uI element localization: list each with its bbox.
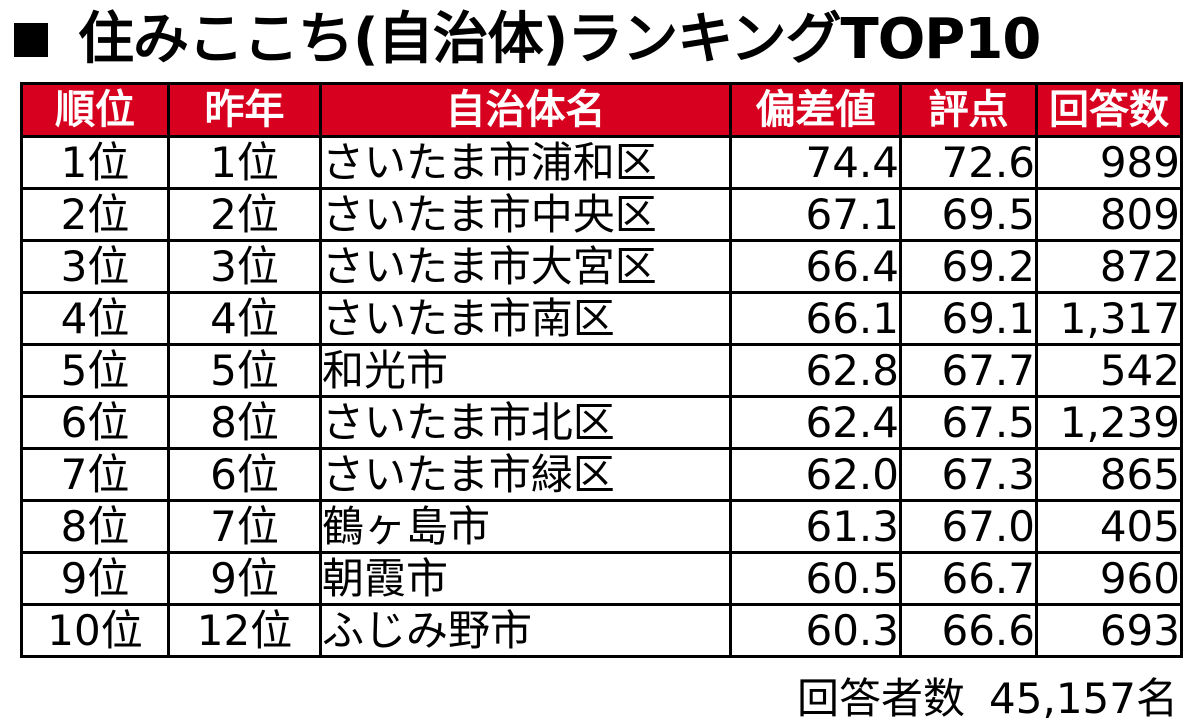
cell-municipality: さいたま市中央区 bbox=[319, 187, 732, 242]
cell-rank: 6位 bbox=[20, 395, 170, 450]
respondent-count-label: 回答者数 bbox=[797, 674, 966, 723]
cell-rank: 5位 bbox=[20, 343, 170, 398]
cell-last-year: 1位 bbox=[167, 135, 322, 190]
table-row: 6位 8位 さいたま市北区 62.4 67.5 1,239 bbox=[20, 395, 1183, 450]
cell-score: 67.5 bbox=[899, 395, 1038, 450]
table-row: 3位 3位 さいたま市大宮区 66.4 69.2 872 bbox=[20, 239, 1183, 294]
cell-rank: 10位 bbox=[20, 603, 170, 658]
table-row: 10位 12位 ふじみ野市 60.3 66.6 693 bbox=[20, 603, 1183, 658]
cell-deviation: 67.1 bbox=[729, 187, 902, 242]
cell-deviation: 62.0 bbox=[729, 447, 902, 502]
cell-municipality: さいたま市南区 bbox=[319, 291, 732, 346]
cell-score: 69.5 bbox=[899, 187, 1038, 242]
header-score: 評点 bbox=[899, 82, 1038, 138]
cell-municipality: さいたま市浦和区 bbox=[319, 135, 732, 190]
header-municipality: 自治体名 bbox=[319, 82, 732, 138]
cell-deviation: 61.3 bbox=[729, 499, 902, 554]
cell-rank: 8位 bbox=[20, 499, 170, 554]
cell-last-year: 7位 bbox=[167, 499, 322, 554]
cell-responses: 989 bbox=[1035, 135, 1183, 190]
cell-municipality: ふじみ野市 bbox=[319, 603, 732, 658]
cell-last-year: 2位 bbox=[167, 187, 322, 242]
cell-responses: 1,317 bbox=[1035, 291, 1183, 346]
cell-responses: 960 bbox=[1035, 551, 1183, 606]
title-text: 住みここち(自治体)ランキングTOP10 bbox=[78, 7, 1041, 72]
cell-rank: 3位 bbox=[20, 239, 170, 294]
header-rank: 順位 bbox=[20, 82, 170, 138]
cell-municipality: さいたま市大宮区 bbox=[319, 239, 732, 294]
page-title: 住みここち(自治体)ランキングTOP10 bbox=[14, 4, 1041, 76]
table-body: 1位 1位 さいたま市浦和区 74.4 72.6 989 2位 2位 さいたま市中央区 67.1 6… bbox=[20, 135, 1183, 658]
cell-municipality: 朝霞市 bbox=[319, 551, 732, 606]
table-row: 9位 9位 朝霞市 60.5 66.7 960 bbox=[20, 551, 1183, 606]
cell-municipality: 和光市 bbox=[319, 343, 732, 398]
cell-deviation: 66.1 bbox=[729, 291, 902, 346]
title-bullet-square bbox=[14, 23, 48, 57]
cell-deviation: 74.4 bbox=[729, 135, 902, 190]
cell-score: 67.7 bbox=[899, 343, 1038, 398]
table-row: 7位 6位 さいたま市緑区 62.0 67.3 865 bbox=[20, 447, 1183, 502]
cell-responses: 405 bbox=[1035, 499, 1183, 554]
table-row: 8位 7位 鶴ヶ島市 61.3 67.0 405 bbox=[20, 499, 1183, 554]
cell-deviation: 62.4 bbox=[729, 395, 902, 450]
cell-last-year: 12位 bbox=[167, 603, 322, 658]
cell-responses: 693 bbox=[1035, 603, 1183, 658]
cell-deviation: 62.8 bbox=[729, 343, 902, 398]
respondent-count-value: 45,157名 bbox=[989, 674, 1178, 723]
cell-rank: 1位 bbox=[20, 135, 170, 190]
cell-deviation: 60.5 bbox=[729, 551, 902, 606]
cell-rank: 4位 bbox=[20, 291, 170, 346]
cell-municipality: 鶴ヶ島市 bbox=[319, 499, 732, 554]
header-responses: 回答数 bbox=[1035, 82, 1183, 138]
header-deviation: 偏差値 bbox=[729, 82, 902, 138]
cell-responses: 865 bbox=[1035, 447, 1183, 502]
cell-score: 67.0 bbox=[899, 499, 1038, 554]
cell-responses: 542 bbox=[1035, 343, 1183, 398]
table-row: 2位 2位 さいたま市中央区 67.1 69.5 809 bbox=[20, 187, 1183, 242]
table-row: 5位 5位 和光市 62.8 67.7 542 bbox=[20, 343, 1183, 398]
cell-municipality: さいたま市北区 bbox=[319, 395, 732, 450]
cell-rank: 7位 bbox=[20, 447, 170, 502]
header-last-year: 昨年 bbox=[167, 82, 322, 138]
cell-deviation: 60.3 bbox=[729, 603, 902, 658]
respondent-count: 回答者数 45,157名 bbox=[797, 672, 1178, 726]
cell-last-year: 8位 bbox=[167, 395, 322, 450]
table-header-row: 順位 昨年 自治体名 偏差値 評点 回答数 bbox=[20, 82, 1183, 138]
cell-responses: 872 bbox=[1035, 239, 1183, 294]
cell-score: 67.3 bbox=[899, 447, 1038, 502]
cell-municipality: さいたま市緑区 bbox=[319, 447, 732, 502]
ranking-table: 順位 昨年 自治体名 偏差値 評点 回答数 1位 1位 さいたま市浦和区 74.4 72… bbox=[20, 82, 1183, 658]
cell-rank: 9位 bbox=[20, 551, 170, 606]
cell-responses: 809 bbox=[1035, 187, 1183, 242]
cell-responses: 1,239 bbox=[1035, 395, 1183, 450]
cell-last-year: 5位 bbox=[167, 343, 322, 398]
table-row: 4位 4位 さいたま市南区 66.1 69.1 1,317 bbox=[20, 291, 1183, 346]
cell-score: 66.7 bbox=[899, 551, 1038, 606]
cell-last-year: 3位 bbox=[167, 239, 322, 294]
cell-last-year: 9位 bbox=[167, 551, 322, 606]
cell-score: 69.1 bbox=[899, 291, 1038, 346]
cell-rank: 2位 bbox=[20, 187, 170, 242]
cell-score: 69.2 bbox=[899, 239, 1038, 294]
cell-score: 66.6 bbox=[899, 603, 1038, 658]
cell-score: 72.6 bbox=[899, 135, 1038, 190]
cell-last-year: 4位 bbox=[167, 291, 322, 346]
cell-deviation: 66.4 bbox=[729, 239, 902, 294]
table-row: 1位 1位 さいたま市浦和区 74.4 72.6 989 bbox=[20, 135, 1183, 190]
cell-last-year: 6位 bbox=[167, 447, 322, 502]
